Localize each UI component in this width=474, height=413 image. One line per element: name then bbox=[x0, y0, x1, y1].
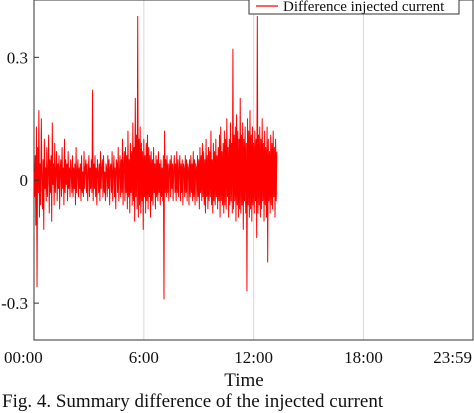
plot-frame bbox=[33, 0, 474, 341]
y-tick-label: 0 bbox=[20, 171, 29, 190]
figure-caption: Fig. 4. Summary difference of the inject… bbox=[2, 391, 384, 412]
y-tick-label: -0.3 bbox=[1, 294, 28, 313]
x-tick-label: 18:00 bbox=[344, 348, 383, 367]
x-tick-label: 00:00 bbox=[4, 348, 43, 367]
x-tick-label: 12:00 bbox=[234, 348, 273, 367]
x-axis: 00:00 6:00 12:00 18:00 23:59 bbox=[4, 348, 472, 367]
legend: Difference injected current bbox=[248, 0, 460, 15]
y-tick-label: 0.3 bbox=[7, 48, 28, 67]
chart-figure: -0.3 0 0.3 00:00 6:00 12:00 18:00 23:59 Time D… bbox=[1, 0, 474, 391]
legend-box bbox=[248, 0, 460, 15]
series-line bbox=[33, 15, 278, 300]
x-tick-label: 6:00 bbox=[129, 348, 159, 367]
series-difference-injected-current bbox=[33, 15, 278, 300]
x-tick-label: 23:59 bbox=[433, 348, 472, 367]
legend-label: Difference injected current bbox=[283, 0, 445, 15]
x-axis-title: Time bbox=[224, 370, 263, 391]
y-axis: -0.3 0 0.3 bbox=[1, 48, 39, 313]
